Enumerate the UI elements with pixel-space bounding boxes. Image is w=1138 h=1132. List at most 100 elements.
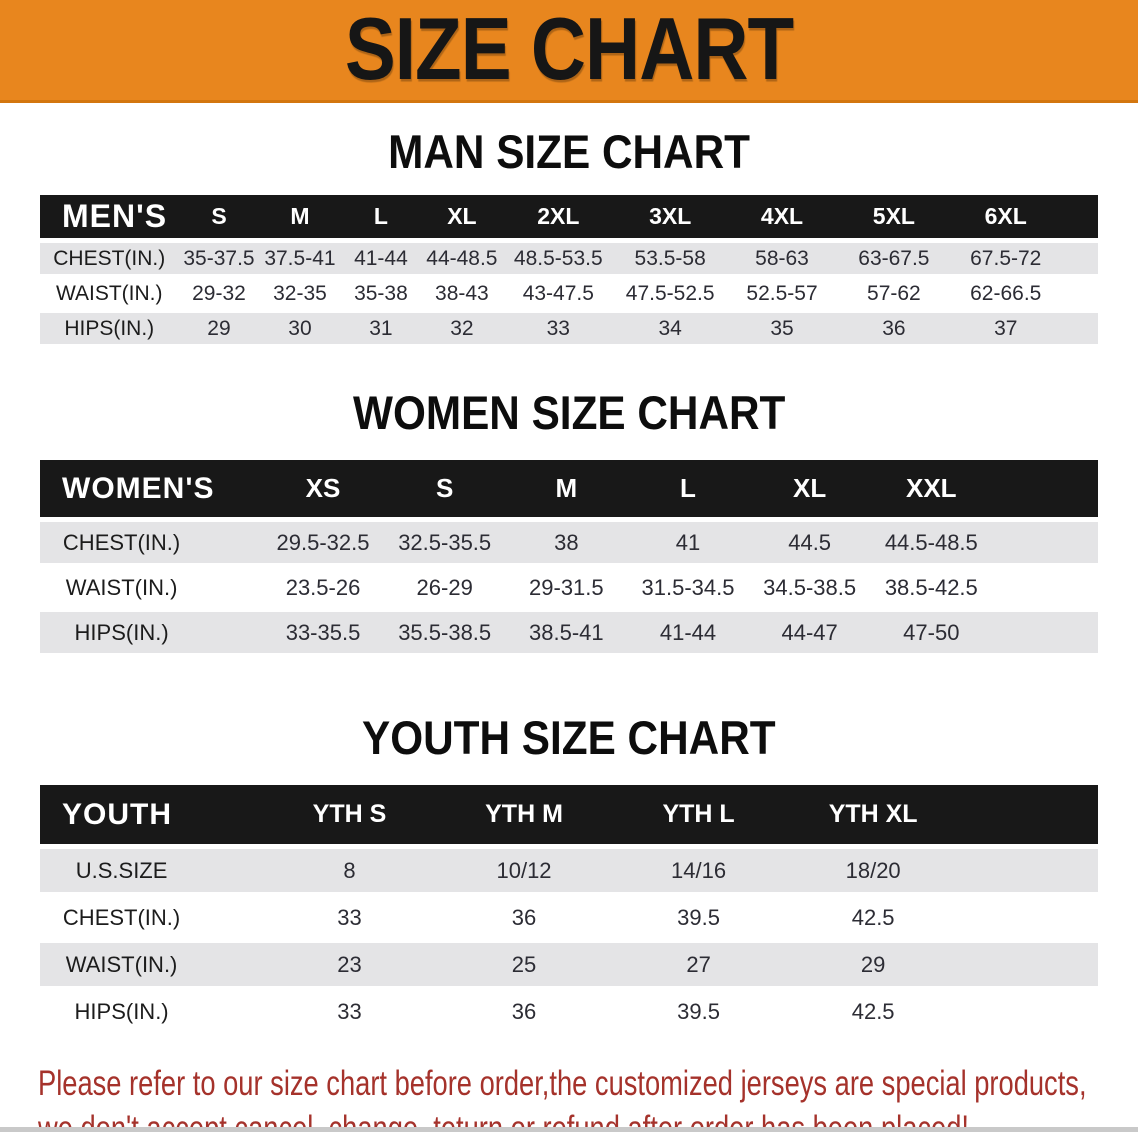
size-value-cell: 35-37.5 xyxy=(178,243,260,278)
measure-row-label: WAIST(IN.) xyxy=(40,943,263,990)
disclaimer-line-2: we don't accept cancel, change, teturn o… xyxy=(38,1109,969,1132)
table-row: U.S.SIZE 8 10/12 14/16 18/20 xyxy=(40,849,1098,896)
size-value-cell: 43-47.5 xyxy=(502,278,615,313)
size-column-header: YTH S xyxy=(262,785,437,849)
size-value-cell: 31.5-34.5 xyxy=(627,567,749,612)
youth-section-heading-text: YOUTH SIZE CHART xyxy=(362,711,776,764)
table-corner-label: YOUTH xyxy=(40,785,263,849)
size-value-cell: 44.5-48.5 xyxy=(870,522,993,567)
youth-size-table: YOUTH YTH S YTH M YTH L YTH XL U.S.SIZE 8 10/12… xyxy=(40,785,1098,1037)
size-value-cell: 42.5 xyxy=(785,896,961,943)
size-value-cell: 33 xyxy=(502,313,615,348)
size-value-cell: 48.5-53.5 xyxy=(502,243,615,278)
size-value-cell: 36 xyxy=(436,896,612,943)
size-value-cell: 25 xyxy=(436,943,612,990)
size-column-header: XS xyxy=(262,460,384,522)
table-corner-label: MEN'S xyxy=(40,195,179,243)
size-value-cell: 33 xyxy=(262,896,437,943)
size-value-cell: 26-29 xyxy=(383,567,506,612)
filler-cell xyxy=(960,785,1098,849)
filler-cell xyxy=(992,460,1098,522)
size-column-header: YTH XL xyxy=(785,785,961,849)
size-value-cell: 29.5-32.5 xyxy=(262,522,384,567)
size-value-cell: 39.5 xyxy=(611,896,786,943)
size-value-cell: 52.5-57 xyxy=(726,278,838,313)
size-value-cell: 53.5-58 xyxy=(614,243,727,278)
size-value-cell: 38-43 xyxy=(421,278,503,313)
table-row: CHEST(IN.) 33 36 39.5 42.5 xyxy=(40,896,1098,943)
size-value-cell: 31 xyxy=(340,313,422,348)
women-section-heading-text: WOMEN SIZE CHART xyxy=(352,386,786,439)
filler-cell xyxy=(1061,278,1098,313)
filler-cell xyxy=(960,896,1098,943)
table-row: CHEST(IN.) 35-37.5 37.5-41 41-44 44-48.5 48.5… xyxy=(40,243,1098,278)
size-value-cell: 58-63 xyxy=(726,243,838,278)
size-value-cell: 44.5 xyxy=(748,522,871,567)
size-value-cell: 32 xyxy=(421,313,503,348)
measure-row-label: HIPS(IN.) xyxy=(40,990,263,1037)
size-value-cell: 35 xyxy=(726,313,838,348)
men-size-table: MEN'S S M L XL 2XL 3XL 4XL 5XL 6XL CHEST(IN.) 35-37… xyxy=(40,195,1098,348)
size-column-header: 4XL xyxy=(726,195,838,243)
youth-section-heading: YOUTH SIZE CHART xyxy=(0,709,1138,767)
size-column-header: 3XL xyxy=(614,195,727,243)
size-value-cell: 36 xyxy=(837,313,950,348)
size-value-cell: 8 xyxy=(262,849,437,896)
size-value-cell: 34 xyxy=(614,313,727,348)
table-row: WAIST(IN.) 29-32 32-35 35-38 38-43 43-47.5 47.… xyxy=(40,278,1098,313)
table-row: WAIST(IN.) 23.5-26 26-29 29-31.5 31.5-34.5 34… xyxy=(40,567,1098,612)
size-column-header: 6XL xyxy=(949,195,1062,243)
size-value-cell: 29-32 xyxy=(178,278,260,313)
disclaimer-line-1: Please refer to our size chart before or… xyxy=(38,1064,1087,1103)
table-row: HIPS(IN.) 33-35.5 35.5-38.5 38.5-41 41-44 44-… xyxy=(40,612,1098,657)
size-column-header: M xyxy=(259,195,341,243)
filler-cell xyxy=(992,567,1098,612)
filler-cell xyxy=(960,990,1098,1037)
size-column-header: L xyxy=(627,460,749,522)
size-value-cell: 32.5-35.5 xyxy=(383,522,506,567)
size-column-header: XL xyxy=(748,460,871,522)
measure-row-label: HIPS(IN.) xyxy=(40,313,179,348)
size-value-cell: 63-67.5 xyxy=(837,243,950,278)
filler-cell xyxy=(1061,313,1098,348)
table-row: CHEST(IN.) 29.5-32.5 32.5-35.5 38 41 44.5 44.5… xyxy=(40,522,1098,567)
size-value-cell: 29 xyxy=(178,313,260,348)
size-value-cell: 41-44 xyxy=(627,612,749,657)
size-value-cell: 38 xyxy=(505,522,628,567)
size-value-cell: 35.5-38.5 xyxy=(383,612,506,657)
size-value-cell: 47.5-52.5 xyxy=(614,278,727,313)
filler-cell xyxy=(1061,243,1098,278)
filler-cell xyxy=(960,849,1098,896)
table-row: HIPS(IN.) 29 30 31 32 33 34 35 36 37 xyxy=(40,313,1098,348)
size-column-header: S xyxy=(383,460,506,522)
size-value-cell: 41-44 xyxy=(340,243,422,278)
size-value-cell: 29 xyxy=(785,943,961,990)
filler-cell xyxy=(960,943,1098,990)
size-value-cell: 32-35 xyxy=(259,278,341,313)
size-value-cell: 33-35.5 xyxy=(262,612,384,657)
table-row: WAIST(IN.) 23 25 27 29 xyxy=(40,943,1098,990)
size-column-header: L xyxy=(340,195,422,243)
banner: SIZE CHART xyxy=(0,0,1138,103)
women-section-heading: WOMEN SIZE CHART xyxy=(0,384,1138,442)
size-value-cell: 57-62 xyxy=(837,278,950,313)
size-value-cell: 44-48.5 xyxy=(421,243,503,278)
size-value-cell: 38.5-41 xyxy=(505,612,628,657)
size-column-header: YTH L xyxy=(611,785,786,849)
page-title: SIZE CHART xyxy=(344,0,794,99)
size-value-cell: 30 xyxy=(259,313,341,348)
measure-row-label: U.S.SIZE xyxy=(40,849,263,896)
table-corner-label: WOMEN'S xyxy=(40,460,263,522)
size-value-cell: 23.5-26 xyxy=(262,567,384,612)
size-column-header: 5XL xyxy=(837,195,950,243)
size-value-cell: 38.5-42.5 xyxy=(870,567,993,612)
size-value-cell: 67.5-72 xyxy=(949,243,1062,278)
size-value-cell: 41 xyxy=(627,522,749,567)
men-section-heading: MAN SIZE CHART xyxy=(0,123,1138,181)
filler-cell xyxy=(992,612,1098,657)
size-value-cell: 47-50 xyxy=(870,612,993,657)
size-column-header: 2XL xyxy=(502,195,615,243)
size-value-cell: 23 xyxy=(262,943,437,990)
size-value-cell: 62-66.5 xyxy=(949,278,1062,313)
size-value-cell: 18/20 xyxy=(785,849,961,896)
